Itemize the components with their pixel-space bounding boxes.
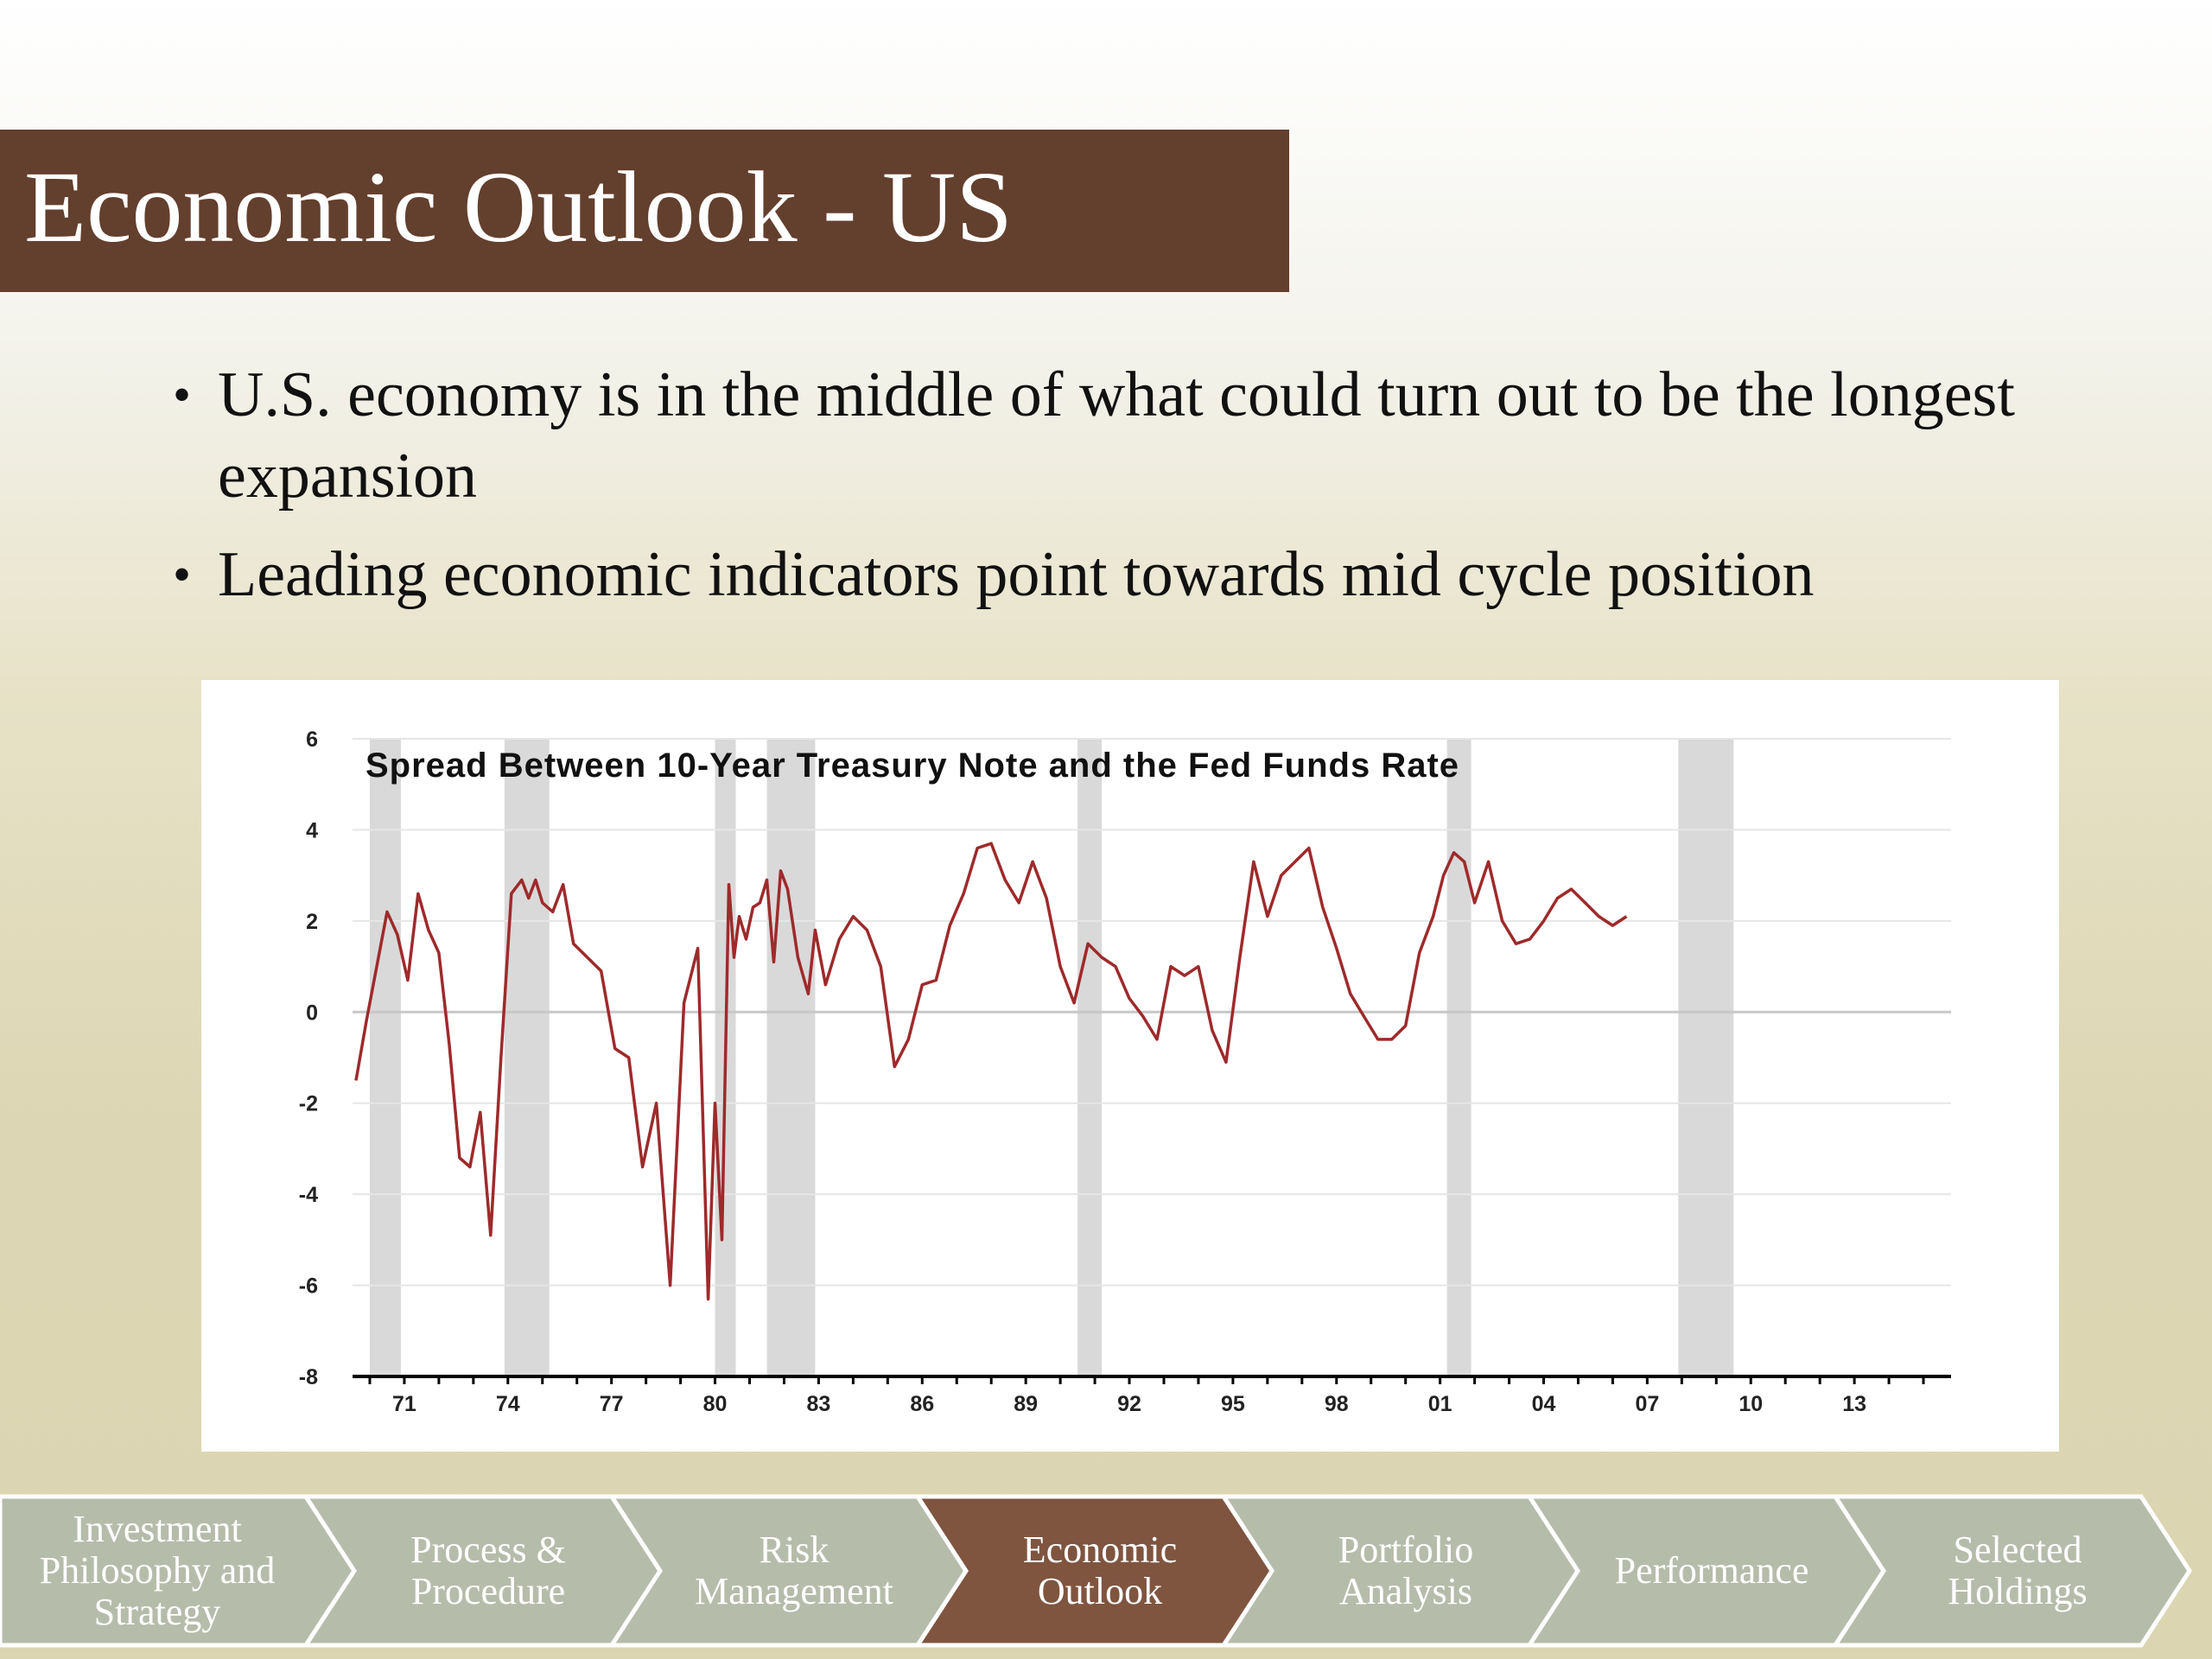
x-tick-label: 98 <box>1325 1392 1349 1416</box>
slide-title: Economic Outlook - US <box>24 150 1013 264</box>
nav-arrows <box>0 1494 2192 1648</box>
x-tick-label: 74 <box>496 1392 520 1416</box>
x-tick-label: 80 <box>703 1392 728 1416</box>
x-tick-label: 95 <box>1221 1392 1245 1416</box>
y-tick-label: -8 <box>299 1365 318 1389</box>
x-tick-label: 13 <box>1842 1392 1866 1416</box>
nav-item-selected-holdings[interactable]: Selected Holdings <box>1948 1529 2088 1612</box>
nav-arrow-shape <box>1831 1494 2192 1648</box>
recession-band <box>369 739 401 1376</box>
x-tick-label: 83 <box>807 1392 831 1416</box>
x-tick-label: 77 <box>600 1392 624 1416</box>
y-tick-label: -6 <box>299 1274 318 1299</box>
y-tick-label: 4 <box>306 818 318 842</box>
x-tick-label: 71 <box>392 1392 416 1416</box>
recession-band <box>1678 739 1734 1376</box>
y-tick-label: 0 <box>306 1001 318 1025</box>
bullet-item: • U.S. economy is in the middle of what … <box>173 354 2108 517</box>
bullet-marker: • <box>173 546 192 603</box>
nav-item-risk-management[interactable]: Risk Management <box>695 1529 893 1612</box>
recession-band <box>1446 739 1471 1376</box>
bullet-text: U.S. economy is in the middle of what co… <box>218 359 2015 512</box>
y-tick-label: -4 <box>299 1183 318 1207</box>
nav-item-investment-philosophy-and-strategy[interactable]: Investment Philosophy and Strategy <box>39 1508 276 1633</box>
y-tick-label: 2 <box>306 910 318 934</box>
section-nav: Investment Philosophy and Strategy Proces… <box>0 1493 2212 1649</box>
recession-band <box>1077 739 1103 1376</box>
bullet-text: Leading economic indicators point toward… <box>218 539 1815 610</box>
x-tick-label: 01 <box>1428 1392 1452 1416</box>
y-tick-label: -2 <box>299 1092 318 1116</box>
title-banner: Economic Outlook - US <box>0 130 1289 292</box>
x-tick-label: 86 <box>910 1392 934 1416</box>
x-tick-label: 89 <box>1014 1392 1038 1416</box>
bullet-marker: • <box>173 366 192 423</box>
x-tick-label: 10 <box>1738 1392 1763 1416</box>
y-tick-label: 6 <box>306 728 318 752</box>
nav-item-process-procedure[interactable]: Process & Procedure <box>410 1529 566 1612</box>
x-tick-label: 04 <box>1532 1392 1556 1416</box>
spread-series-line <box>354 842 1628 1301</box>
nav-arrow-shape <box>913 1494 1274 1648</box>
nav-item-performance[interactable]: Performance <box>1614 1549 1809 1592</box>
nav-item-economic-outlook[interactable]: Economic Outlook <box>1022 1529 1178 1612</box>
bullet-list: • U.S. economy is in the middle of what … <box>173 354 2108 632</box>
nav-item-portfolio-analysis[interactable]: Portfolio Analysis <box>1338 1529 1474 1612</box>
recession-band <box>504 739 550 1376</box>
spread-chart: 6 4 2 0 -2 -4 -6 -8 71 74 77 80 83 86 89 92 95 98 01 04 07 10… <box>299 728 1951 1416</box>
bullet-item: • Leading economic indicators point towa… <box>173 534 2108 615</box>
recession-band <box>766 739 816 1376</box>
x-tick-label: 92 <box>1117 1392 1141 1416</box>
chart-title: Spread Between 10-Year Treasury Note and… <box>365 747 1459 785</box>
x-tick-label: 07 <box>1635 1392 1659 1416</box>
chart-panel: 6 4 2 0 -2 -4 -6 -8 71 74 77 80 83 86 89 92 95 98 01 04 07 10… <box>201 680 2059 1452</box>
